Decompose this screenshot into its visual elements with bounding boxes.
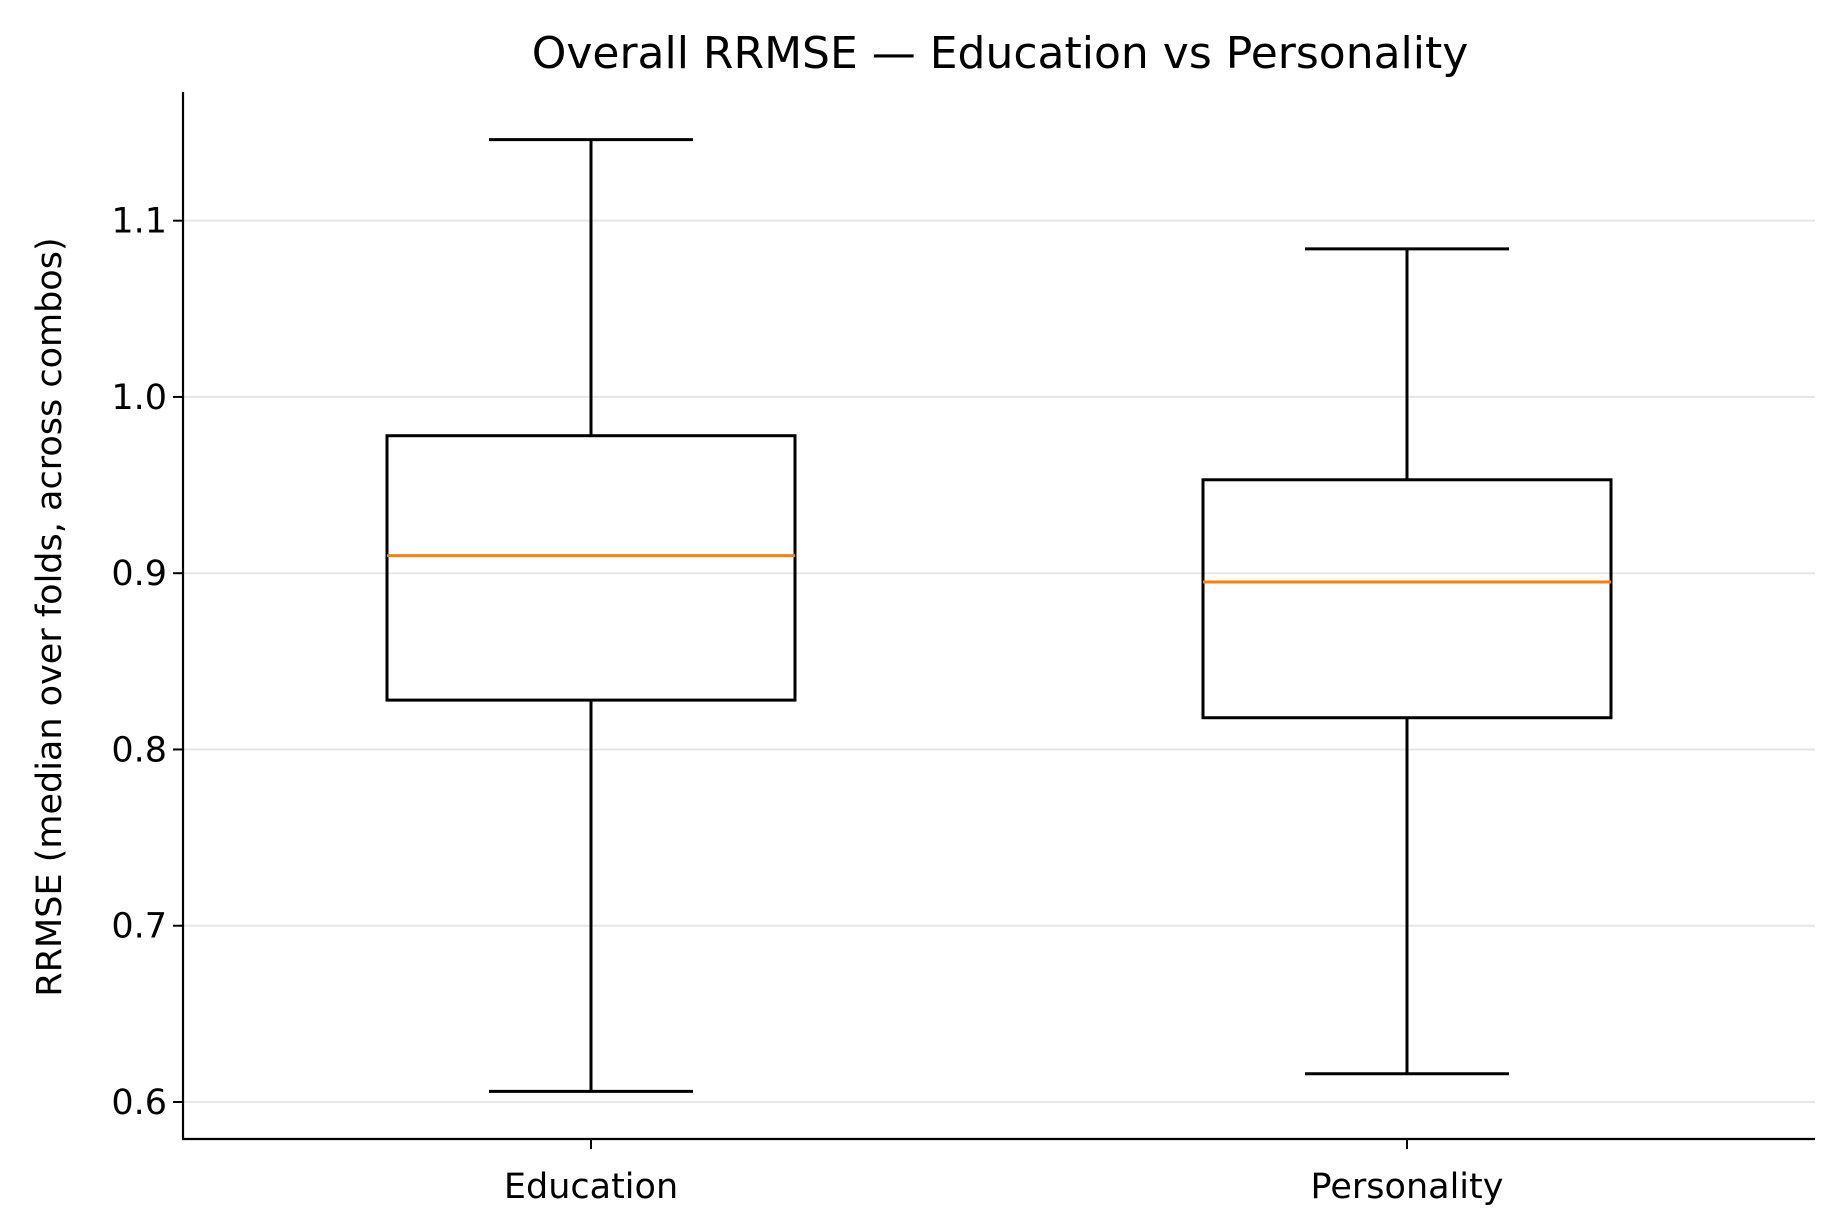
x-ticks: Education Personality: [504, 1139, 1504, 1207]
box-personality: [1201, 247, 1613, 1076]
x-tick-label: Education: [504, 1167, 678, 1207]
x-tick-label: Personality: [1311, 1167, 1504, 1207]
y-tick-label: 0.7: [111, 907, 167, 947]
iqr-box: [1201, 478, 1613, 720]
y-tick-label: 0.8: [111, 730, 167, 770]
iqr-box: [385, 434, 797, 702]
y-axis-label: RRMSE (median over folds, across combos): [30, 237, 70, 996]
box-education: [385, 138, 797, 1093]
y-tick-label: 0.6: [111, 1083, 167, 1123]
chart-title: Overall RRMSE — Education vs Personality: [532, 28, 1469, 79]
y-tick-label: 1.0: [111, 378, 167, 418]
grid-lines: [183, 219, 1815, 1103]
boxes: [385, 138, 1613, 1093]
y-tick-label: 0.9: [111, 554, 167, 594]
axes: [181, 92, 1815, 1141]
y-tick-label: 1.1: [111, 202, 167, 242]
y-ticks: 0.6 0.7 0.8 0.9 1.0 1.1: [111, 202, 183, 1123]
